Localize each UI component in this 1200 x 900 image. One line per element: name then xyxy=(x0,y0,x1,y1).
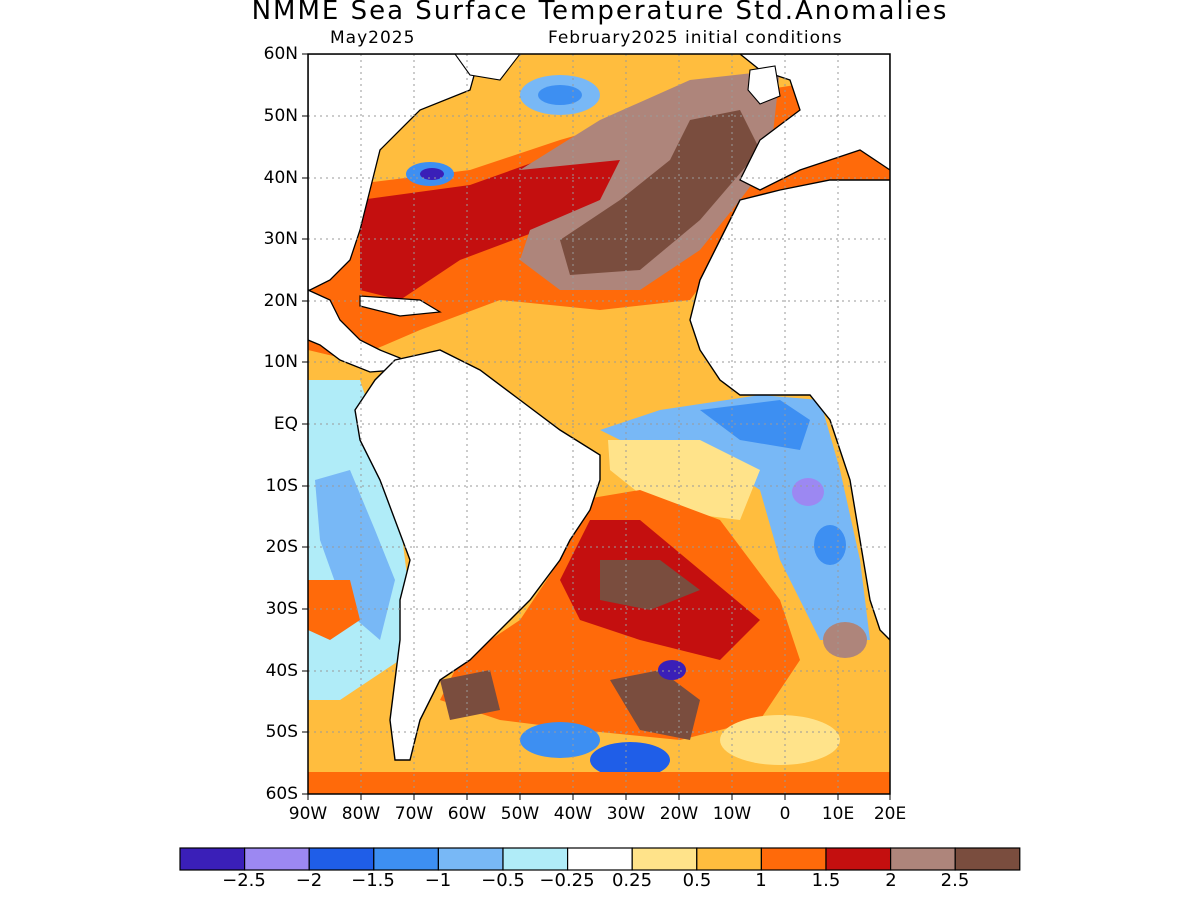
lat-label: 30S xyxy=(265,599,298,619)
colorbar-swatch xyxy=(179,847,246,871)
south-america-land xyxy=(354,349,601,761)
colorbar-label: −2.5 xyxy=(222,870,266,891)
initial-conditions-label: February2025 initial conditions xyxy=(548,28,843,48)
lon-label: 10W xyxy=(712,804,752,824)
colorbar-swatch xyxy=(308,847,375,871)
lat-label: 40S xyxy=(265,661,298,681)
south-atlantic-cool-core xyxy=(658,660,686,680)
lon-label: 70W xyxy=(394,804,434,824)
colorbar-swatch xyxy=(696,847,762,871)
lon-label: 40W xyxy=(553,804,593,824)
colorbar-swatch xyxy=(244,847,310,871)
british-isles-land xyxy=(747,65,781,105)
angola-cool-core xyxy=(792,478,824,506)
lon-label: 0 xyxy=(779,804,791,824)
europe-land xyxy=(738,54,890,191)
southern-weak-warm xyxy=(720,715,840,765)
lon-label: 10E xyxy=(821,804,855,824)
tick-marks xyxy=(302,53,891,800)
lat-label: 10S xyxy=(265,476,298,496)
na-extreme-warm-anomaly xyxy=(560,110,760,275)
colorbar-swatch xyxy=(373,847,439,871)
colorbar-swatch xyxy=(437,847,504,871)
colorbar-label: 1 xyxy=(755,870,767,891)
greenland-land xyxy=(454,54,521,81)
colorbar-label: 0.5 xyxy=(682,870,712,891)
colorbar-label: 2 xyxy=(885,870,897,891)
colorbar-swatch xyxy=(631,847,698,871)
lat-label: 10N xyxy=(263,352,298,372)
lat-label: 20N xyxy=(263,291,298,311)
pacific-warm-patch xyxy=(308,580,360,640)
colorbar-swatch xyxy=(566,847,633,871)
colorbar-label: −0.25 xyxy=(539,870,595,891)
colorbar-label: −2 xyxy=(295,870,323,891)
colorbar-label: −1 xyxy=(424,870,452,891)
benguela-cool xyxy=(814,525,846,565)
lat-label: EQ xyxy=(273,414,298,434)
colorbar-swatch xyxy=(502,847,569,871)
colorbar-swatch xyxy=(760,847,827,871)
colorbar-swatch xyxy=(954,847,1021,871)
lon-label: 30W xyxy=(606,804,646,824)
colorbar-label: −0.5 xyxy=(481,870,525,891)
patagonia-extreme-warm xyxy=(440,670,500,720)
lon-label: 20E xyxy=(873,804,907,824)
labrador-core-cool xyxy=(538,85,582,105)
map-title: NMME Sea Surface Temperature Std.Anomali… xyxy=(251,0,949,26)
graticule xyxy=(308,54,890,794)
lat-label: 60S xyxy=(265,784,298,804)
southern-cool-1 xyxy=(520,722,600,758)
nw-strong-cool-anomaly xyxy=(420,168,444,180)
lon-label: 90W xyxy=(288,804,328,824)
cape-very-warm xyxy=(823,622,867,658)
pacific-cool-core xyxy=(315,470,395,640)
lat-label: 50S xyxy=(265,722,298,742)
lon-label: 60W xyxy=(447,804,487,824)
lon-label: 20W xyxy=(659,804,699,824)
colorbar xyxy=(179,847,1021,871)
lat-label: 30N xyxy=(263,229,298,249)
lat-label: 20S xyxy=(265,537,298,557)
sa-extreme-warm xyxy=(600,560,700,610)
colorbar-label: 1.5 xyxy=(811,870,841,891)
colorbar-swatch xyxy=(889,847,956,871)
sa-extreme-warm-south xyxy=(610,670,700,740)
target-month-label: May2025 xyxy=(330,28,416,48)
equatorial-cool-tongue xyxy=(600,395,870,640)
colorbar-label: −1.5 xyxy=(351,870,395,891)
gulf-of-guinea-cool xyxy=(700,400,810,450)
lat-label: 60N xyxy=(263,44,298,64)
africa-land xyxy=(689,179,890,641)
southern-cool-2 xyxy=(590,742,670,778)
north-america-land xyxy=(308,54,481,291)
lon-label: 50W xyxy=(500,804,540,824)
tropical-weak-warm xyxy=(608,440,760,520)
southern-edge-warm xyxy=(308,772,890,794)
colorbar-swatch xyxy=(825,847,892,871)
colorbar-label: 2.5 xyxy=(940,870,970,891)
lat-label: 50N xyxy=(263,106,298,126)
lon-label: 80W xyxy=(341,804,381,824)
colorbar-label: 0.25 xyxy=(611,870,653,891)
lat-label: 40N xyxy=(263,168,298,188)
map-field xyxy=(308,54,890,794)
